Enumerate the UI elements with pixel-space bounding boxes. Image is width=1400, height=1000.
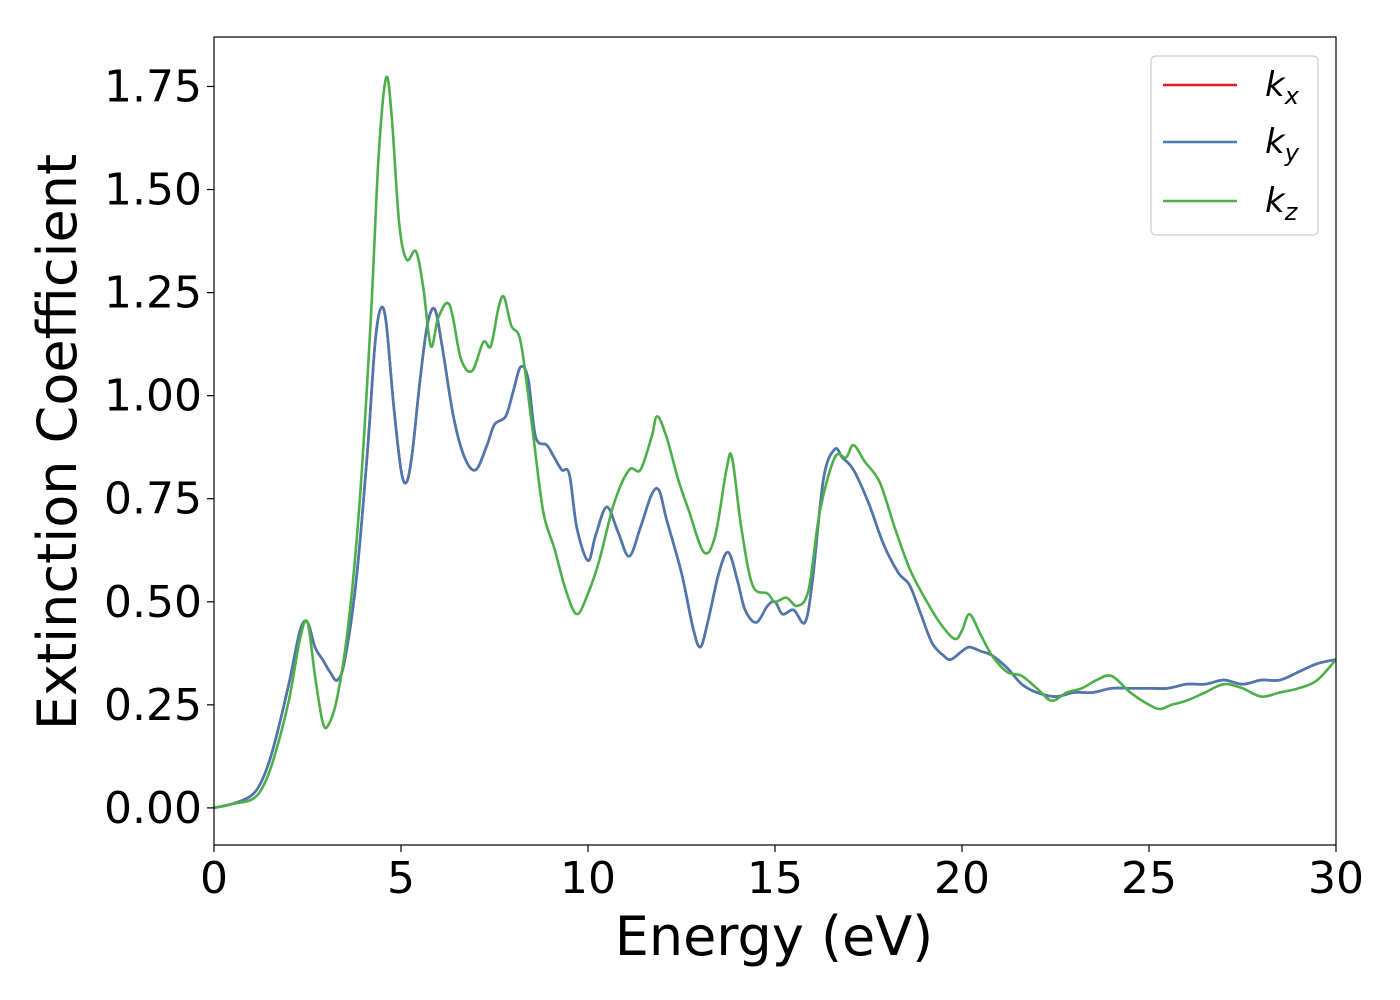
y-tick-label: 1.50	[104, 165, 202, 216]
x-axis-title: Energy (eV)	[615, 905, 934, 968]
y-tick-label: 0.25	[104, 680, 202, 731]
x-tick-label: 0	[200, 853, 228, 904]
y-tick-label: 1.75	[104, 61, 202, 112]
x-tick-label: 30	[1308, 853, 1364, 904]
x-tick-label: 15	[747, 853, 803, 904]
y-tick-label: 1.00	[104, 371, 202, 422]
series-line-y	[214, 305, 1336, 810]
x-tick-label: 25	[1121, 853, 1177, 904]
y-tick-label: 0.50	[104, 577, 202, 628]
y-axis-ticks: 0.00 0.25 0.50 0.75 1.00 1.25 1.50 1.75	[104, 61, 214, 834]
x-tick-label: 10	[560, 853, 616, 904]
series-line-x	[214, 305, 1336, 810]
legend-box	[1150, 55, 1319, 236]
x-tick-label: 20	[934, 853, 990, 904]
y-tick-label: 0.75	[104, 474, 202, 525]
x-tick-label: 5	[387, 853, 415, 904]
y-tick-label: 1.25	[104, 268, 202, 319]
y-axis-title: Extinction Coefficient	[26, 154, 89, 730]
y-tick-label: 0.00	[104, 783, 202, 834]
series-lines	[214, 75, 1336, 810]
series-line-z	[214, 75, 1336, 810]
x-axis-ticks: 0 5 10 15 20 25 30	[200, 845, 1364, 904]
